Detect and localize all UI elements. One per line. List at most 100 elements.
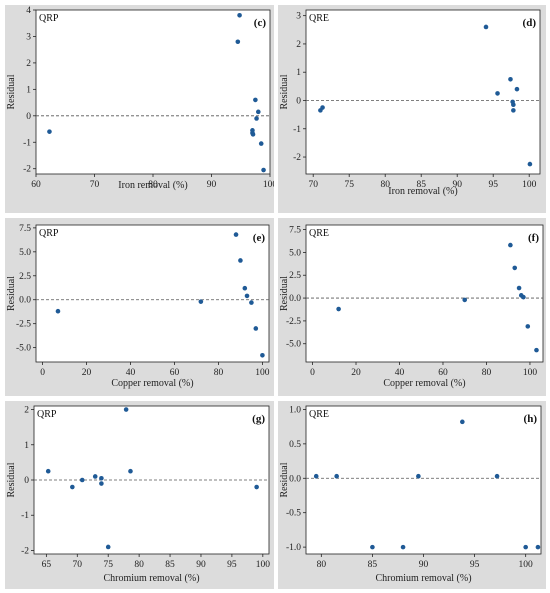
residual-scatter-plot: 0 20 40 60 80 100 -5.0 -2.5 0.0 2.5 5.0 7.5 QRE (f) Co… (279, 224, 544, 389)
data-point (123, 407, 129, 412)
data-point (55, 308, 61, 314)
data-point (249, 300, 254, 305)
y-tick-label: 3 (296, 12, 301, 22)
x-tick-label: 90 (196, 560, 206, 570)
x-tick-label: 100 (263, 180, 274, 190)
x-tick-label: 100 (523, 368, 538, 378)
data-point (254, 116, 259, 121)
x-tick-label: 100 (519, 560, 534, 570)
x-axis-label: Iron removal (%) (118, 180, 187, 191)
y-tick-label: 7.5 (19, 224, 31, 234)
panel-f: 0 20 40 60 80 100 -5.0 -2.5 0.0 2.5 5.0 7.5 QRE (f) Co… (278, 218, 546, 396)
data-point (512, 265, 518, 271)
plot-area (305, 405, 542, 555)
x-tick-label: 90 (419, 560, 429, 570)
y-tick-label: 0.5 (289, 440, 301, 450)
x-tick-label: 40 (395, 368, 405, 378)
data-point (99, 481, 104, 486)
data-point (521, 294, 526, 300)
x-tick-label: 40 (126, 368, 136, 378)
x-tick-label: 100 (522, 180, 537, 190)
panel-e: 0 20 40 60 80 100 -5.0 -2.5 0.0 2.5 5.0 7.5 QRP (e) Co… (5, 218, 274, 396)
x-tick-label: 75 (103, 560, 113, 570)
model-tag: QRP (39, 228, 59, 239)
data-point (313, 473, 319, 479)
plot-area (305, 224, 544, 363)
x-tick-label: 80 (482, 368, 492, 378)
x-tick-label: 95 (470, 560, 480, 570)
data-point (198, 299, 204, 304)
data-point (45, 468, 51, 474)
y-axis-label: Residual (6, 276, 17, 311)
x-tick-label: 80 (317, 560, 327, 570)
x-axis-label: Chromium removal (%) (375, 573, 471, 584)
y-tick-label: 5.0 (289, 248, 301, 258)
data-point (527, 161, 533, 167)
data-point (483, 24, 489, 30)
x-tick-label: 70 (73, 560, 83, 570)
data-point (508, 242, 513, 248)
y-tick-label: 2 (24, 406, 29, 416)
x-tick-label: 85 (368, 560, 378, 570)
panel-d: 70 75 80 85 90 95 100 -2 -1 0 1 2 3 QRE (d) Iron remova… (278, 5, 546, 213)
data-point (253, 97, 258, 103)
y-tick-label: 0.0 (289, 294, 301, 304)
plot-area (35, 224, 270, 363)
data-point (254, 484, 259, 490)
y-axis-label: Residual (279, 276, 290, 311)
y-tick-label: 2.5 (19, 272, 31, 282)
x-tick-label: 95 (227, 560, 237, 570)
x-tick-label: 100 (255, 368, 270, 378)
panel-c: 60 70 80 90 100 -2 -1 0 1 2 3 4 QRP (c) Iron removal (… (5, 5, 274, 213)
data-point (256, 109, 261, 115)
x-axis-label: Copper removal (%) (383, 378, 465, 389)
data-point (258, 141, 264, 146)
data-point (105, 544, 111, 550)
data-point (516, 285, 522, 291)
panel-label: (e) (253, 232, 266, 244)
model-tag: QRP (39, 13, 59, 24)
data-point (128, 468, 133, 474)
data-point (250, 132, 256, 137)
y-axis-label: Residual (279, 462, 290, 497)
data-point (535, 544, 541, 550)
y-tick-label: 3 (26, 32, 31, 42)
data-point (244, 293, 250, 299)
data-point (253, 326, 259, 331)
data-point (462, 297, 468, 303)
data-point (70, 484, 75, 490)
data-point (370, 544, 375, 550)
residual-scatter-plot: 65 70 75 80 85 90 95 100 -2 -1 0 1 2 QRP (g) Chromium r… (6, 406, 270, 584)
data-point (511, 108, 516, 113)
y-tick-label: -2.5 (286, 317, 301, 327)
data-point (92, 474, 98, 479)
model-tag: QRE (309, 13, 329, 24)
x-tick-label: 75 (344, 180, 354, 190)
y-tick-label: -5.0 (286, 340, 301, 350)
y-tick-label: -0.5 (286, 509, 301, 519)
y-axis-label: Residual (279, 74, 290, 109)
y-tick-label: -2.5 (16, 320, 31, 330)
y-tick-label: -1.0 (286, 543, 301, 553)
panel-g: 65 70 75 80 85 90 95 100 -2 -1 0 1 2 QRP (g) Chromium r… (5, 401, 274, 589)
data-point (534, 347, 539, 353)
panel-label: (d) (523, 17, 537, 29)
data-point (242, 285, 248, 291)
x-tick-label: 90 (452, 180, 462, 190)
data-point (260, 352, 265, 358)
y-tick-label: 1.0 (289, 405, 301, 415)
plot-area (305, 9, 541, 175)
x-tick-label: 60 (31, 180, 41, 190)
residual-scatter-plot: 70 75 80 85 90 95 100 -2 -1 0 1 2 3 QRE (d) Iron remova… (279, 9, 541, 197)
panel-label: (f) (528, 232, 539, 244)
data-point (334, 473, 339, 479)
x-tick-label: 90 (207, 180, 217, 190)
x-axis-label: Copper removal (%) (111, 378, 193, 389)
x-tick-label: 0 (40, 368, 45, 378)
y-tick-label: -2 (21, 546, 29, 556)
panel-label: (g) (252, 413, 265, 425)
y-tick-label: 2 (26, 59, 31, 69)
y-axis-label: Residual (6, 462, 17, 497)
x-tick-label: 85 (416, 180, 426, 190)
x-tick-label: 95 (488, 180, 498, 190)
